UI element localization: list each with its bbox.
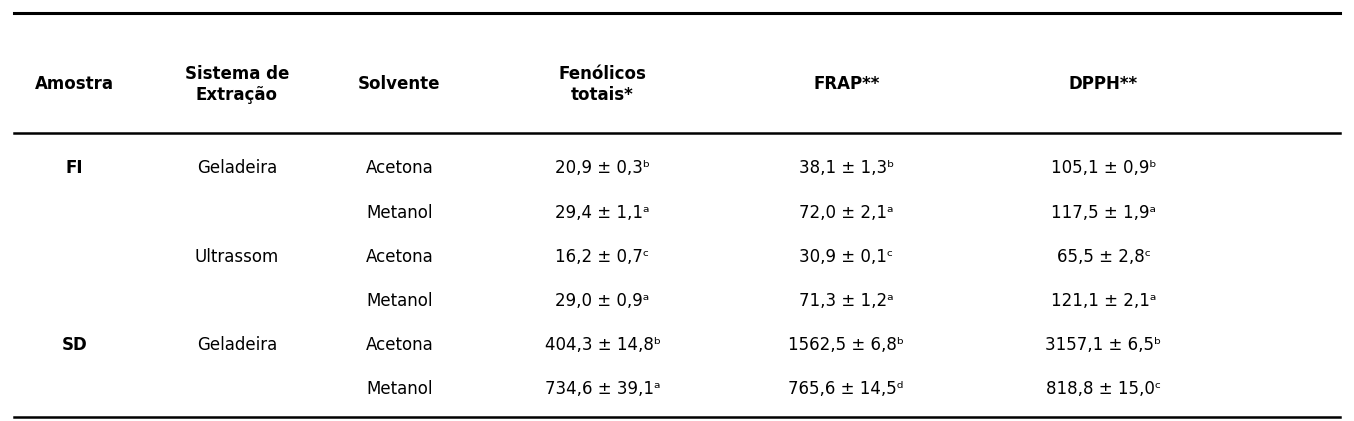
Text: 105,1 ± 0,9ᵇ: 105,1 ± 0,9ᵇ (1051, 160, 1156, 177)
Text: 65,5 ± 2,8ᶜ: 65,5 ± 2,8ᶜ (1056, 248, 1151, 266)
Text: 117,5 ± 1,9ᵃ: 117,5 ± 1,9ᵃ (1051, 204, 1156, 221)
Text: 29,4 ± 1,1ᵃ: 29,4 ± 1,1ᵃ (555, 204, 650, 221)
Text: FRAP**: FRAP** (812, 75, 880, 93)
Text: FI: FI (66, 160, 83, 177)
Text: Ultrassom: Ultrassom (195, 248, 279, 266)
Text: Fenólicos
totais*: Fenólicos totais* (559, 65, 646, 104)
Text: 404,3 ± 14,8ᵇ: 404,3 ± 14,8ᵇ (544, 336, 661, 354)
Text: Acetona: Acetona (366, 160, 433, 177)
Text: Amostra: Amostra (35, 75, 114, 93)
Text: 29,0 ± 0,9ᵃ: 29,0 ± 0,9ᵃ (555, 292, 650, 310)
Text: Geladeira: Geladeira (196, 336, 278, 354)
Text: 121,1 ± 2,1ᵃ: 121,1 ± 2,1ᵃ (1051, 292, 1156, 310)
Text: 1562,5 ± 6,8ᵇ: 1562,5 ± 6,8ᵇ (788, 336, 904, 354)
Text: SD: SD (61, 336, 88, 354)
Text: Metanol: Metanol (366, 292, 433, 310)
Text: Acetona: Acetona (366, 336, 433, 354)
Text: Sistema de
Extração: Sistema de Extração (184, 65, 290, 104)
Text: 16,2 ± 0,7ᶜ: 16,2 ± 0,7ᶜ (555, 248, 650, 266)
Text: 734,6 ± 39,1ᵃ: 734,6 ± 39,1ᵃ (544, 381, 661, 398)
Text: DPPH**: DPPH** (1068, 75, 1139, 93)
Text: 72,0 ± 2,1ᵃ: 72,0 ± 2,1ᵃ (799, 204, 894, 221)
Text: 3157,1 ± 6,5ᵇ: 3157,1 ± 6,5ᵇ (1045, 336, 1162, 354)
Text: 71,3 ± 1,2ᵃ: 71,3 ± 1,2ᵃ (799, 292, 894, 310)
Text: Metanol: Metanol (366, 204, 433, 221)
Text: Solvente: Solvente (359, 75, 440, 93)
Text: Metanol: Metanol (366, 381, 433, 398)
Text: Geladeira: Geladeira (196, 160, 278, 177)
Text: 20,9 ± 0,3ᵇ: 20,9 ± 0,3ᵇ (555, 160, 650, 177)
Text: Acetona: Acetona (366, 248, 433, 266)
Text: 765,6 ± 14,5ᵈ: 765,6 ± 14,5ᵈ (788, 381, 904, 398)
Text: 30,9 ± 0,1ᶜ: 30,9 ± 0,1ᶜ (799, 248, 894, 266)
Text: 38,1 ± 1,3ᵇ: 38,1 ± 1,3ᵇ (799, 160, 894, 177)
Text: 818,8 ± 15,0ᶜ: 818,8 ± 15,0ᶜ (1045, 381, 1162, 398)
